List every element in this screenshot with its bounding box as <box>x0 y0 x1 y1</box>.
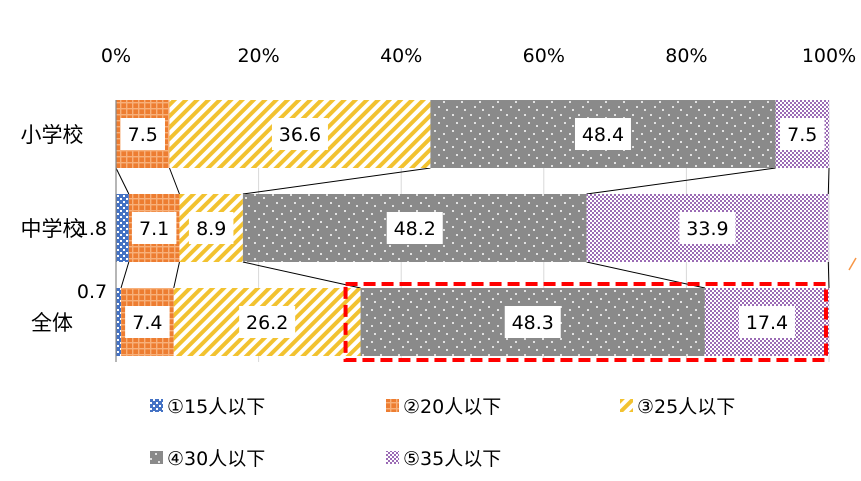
data-label: 7.5 <box>128 124 158 146</box>
highlight-dashed-box <box>343 282 828 362</box>
data-label-小学校-series-3: 36.6 <box>271 118 328 150</box>
data-label: 0.7 <box>77 281 107 303</box>
data-label: 7.1 <box>139 218 169 240</box>
data-label: 26.2 <box>246 312 288 334</box>
series-line <box>115 167 130 195</box>
x-tick-label: 20% <box>237 45 279 67</box>
series-line <box>586 261 706 289</box>
data-label: 48.4 <box>582 124 624 146</box>
legend-item-2: ②20人以下 <box>386 396 501 418</box>
data-label-小学校-series-5: 7.5 <box>780 118 825 150</box>
data-label: 36.6 <box>279 124 321 146</box>
series-line <box>173 261 180 289</box>
series-line <box>169 167 180 195</box>
legend: ①15人以下 ②20人以下 ③25人以下 ④30人以下 ⑤35人以下 <box>150 396 735 470</box>
data-label-box <box>574 118 631 150</box>
legend-item-1: ①15人以下 <box>150 396 265 418</box>
series-line <box>827 167 830 195</box>
legend-swatch <box>620 399 633 412</box>
category-label: 全体 <box>31 311 73 335</box>
data-label-box <box>271 118 328 150</box>
data-labels: 7.5 36.6 48.4 7.5 1.8 7.1 8.9 48.2 33.9 0.7 7.4 26.… <box>77 118 825 338</box>
data-label-box <box>120 118 165 150</box>
data-label-全体-series-2: 7.4 <box>125 306 170 338</box>
highlight-box <box>343 257 857 362</box>
data-label-box <box>131 212 177 244</box>
category-label: 小学校 <box>21 123 84 147</box>
data-label-box <box>780 118 825 150</box>
legend-item-5: ⑤35人以下 <box>386 448 501 470</box>
data-label-全体-series-5: 17.4 <box>738 306 795 338</box>
data-label-box <box>386 212 443 244</box>
bar-中学校-series-1 <box>116 194 129 262</box>
x-tick-label: 60% <box>523 45 565 67</box>
category-label: 中学校 <box>21 217 84 241</box>
series-lines <box>115 167 830 289</box>
series-line <box>120 261 130 289</box>
data-label-box <box>504 306 561 338</box>
data-label-box <box>125 306 170 338</box>
legend-swatch <box>150 451 163 464</box>
data-label-小学校-series-4: 48.4 <box>574 118 631 150</box>
data-label-全体-series-3: 26.2 <box>239 306 296 338</box>
x-tick-label: 0% <box>101 45 131 67</box>
data-label-box <box>738 306 795 338</box>
data-label-中学校-series-4: 48.2 <box>386 212 443 244</box>
data-label: 8.9 <box>196 218 226 240</box>
data-label-box <box>188 212 234 244</box>
x-tick-label: 40% <box>380 45 422 67</box>
legend-swatch <box>386 399 399 412</box>
legend-item-4: ④30人以下 <box>150 448 265 470</box>
legend-label: ⑤35人以下 <box>403 448 501 470</box>
series-line <box>586 167 776 195</box>
legend-swatch <box>386 451 399 464</box>
legend-swatch <box>150 399 163 412</box>
legend-label: ②20人以下 <box>403 396 501 418</box>
data-label-box <box>679 212 736 244</box>
x-tick-label: 100% <box>802 45 856 67</box>
legend-item-3: ③25人以下 <box>620 396 735 418</box>
legend-label: ③25人以下 <box>637 396 735 418</box>
data-label: 7.5 <box>787 124 817 146</box>
bar-全体-series-1 <box>116 288 121 356</box>
x-tick-label: 80% <box>665 45 707 67</box>
data-label: 7.4 <box>132 312 162 334</box>
data-label-box <box>239 306 296 338</box>
data-label-小学校-series-2: 7.5 <box>120 118 165 150</box>
data-label-中学校-series-3: 8.9 <box>188 212 234 244</box>
series-line <box>242 261 361 289</box>
data-label: 17.4 <box>746 312 788 334</box>
data-label-全体-series-4: 48.3 <box>504 306 561 338</box>
data-label-中学校-series-2: 7.1 <box>131 212 177 244</box>
data-label: 48.3 <box>512 312 554 334</box>
data-label: 1.8 <box>77 218 107 240</box>
legend-label: ④30人以下 <box>167 448 265 470</box>
data-label: 33.9 <box>686 218 728 240</box>
data-label-中学校-series-5: 33.9 <box>679 212 736 244</box>
legend-label: ①15人以下 <box>167 396 265 418</box>
series-line <box>827 261 830 289</box>
data-label: 48.2 <box>394 218 436 240</box>
callout-pointer <box>848 257 857 271</box>
series-line <box>242 167 431 195</box>
